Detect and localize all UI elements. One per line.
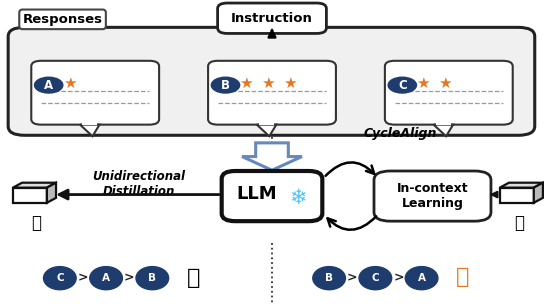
Text: ★: ★ [283,76,296,92]
Text: CycleAlign: CycleAlign [363,127,436,140]
Text: C: C [56,273,64,283]
Text: >: > [78,272,88,285]
Polygon shape [13,183,56,188]
Text: B: B [221,79,230,92]
Polygon shape [257,125,276,136]
Text: ★: ★ [261,76,275,92]
Text: Instruction: Instruction [231,12,313,25]
Text: C: C [398,79,407,92]
Text: Responses: Responses [22,13,103,26]
Ellipse shape [405,267,438,290]
Polygon shape [500,183,543,188]
FancyBboxPatch shape [208,61,336,125]
Text: ❄: ❄ [289,188,307,208]
Polygon shape [534,183,543,203]
Text: Unidirectional
Distillation: Unidirectional Distillation [92,170,185,198]
Polygon shape [259,121,274,125]
Circle shape [388,77,417,93]
Text: LLM: LLM [237,185,277,203]
Text: B: B [325,273,333,283]
Text: >: > [347,272,357,285]
Circle shape [211,77,240,93]
FancyBboxPatch shape [374,171,491,221]
FancyBboxPatch shape [31,61,159,125]
FancyBboxPatch shape [8,27,535,135]
Text: A: A [418,273,425,283]
Polygon shape [80,125,100,136]
Text: A: A [44,79,53,92]
Text: 🔥: 🔥 [32,214,41,233]
Text: 🔥: 🔥 [515,214,524,233]
Text: ★: ★ [438,76,452,92]
Ellipse shape [313,267,345,290]
Text: A: A [102,273,110,283]
Polygon shape [500,188,534,203]
Text: ★: ★ [239,76,253,92]
Ellipse shape [136,267,169,290]
Text: In-context
Learning: In-context Learning [397,182,468,210]
Text: ★: ★ [63,76,76,92]
Text: >: > [124,272,134,285]
Text: 👎: 👎 [187,268,200,288]
Text: C: C [372,273,379,283]
Ellipse shape [90,267,122,290]
Text: 👍: 👍 [456,267,469,287]
Polygon shape [82,121,97,125]
Polygon shape [13,188,47,203]
Circle shape [34,77,63,93]
Polygon shape [434,125,453,136]
Text: B: B [149,273,156,283]
Text: ★: ★ [416,76,430,92]
Polygon shape [47,183,56,203]
FancyBboxPatch shape [385,61,512,125]
Ellipse shape [44,267,76,290]
FancyBboxPatch shape [222,171,322,221]
Text: >: > [393,272,404,285]
Polygon shape [436,121,451,125]
Ellipse shape [359,267,392,290]
Polygon shape [242,143,302,170]
FancyBboxPatch shape [218,3,326,33]
